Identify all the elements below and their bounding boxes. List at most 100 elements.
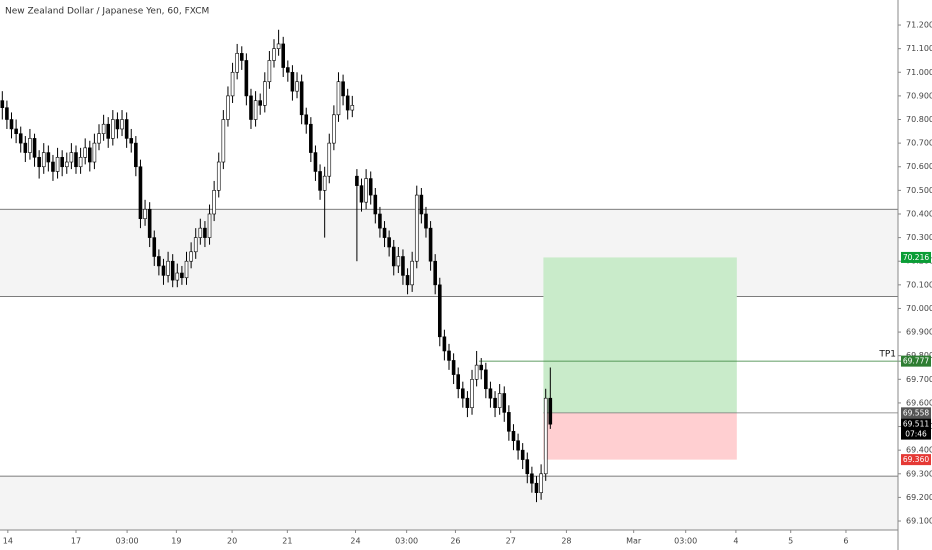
candle-body	[157, 256, 161, 267]
candle-body	[387, 237, 391, 248]
candle-body	[345, 95, 350, 111]
candle-body	[396, 256, 401, 267]
y-tick-label: 69.300	[906, 469, 932, 478]
candle-body	[249, 95, 253, 120]
candle-body	[134, 142, 138, 168]
candle-body	[479, 364, 484, 371]
y-tick-label: 69.600	[906, 398, 932, 407]
candle-body	[267, 60, 272, 83]
y-tick-label: 70.400	[906, 209, 932, 218]
x-tick-label: Mar	[626, 537, 642, 546]
x-tick-label: 17	[71, 537, 81, 546]
candle-body	[461, 388, 465, 399]
chart-title: New Zealand Dollar / Japanese Yen, 60, F…	[5, 7, 209, 17]
candle-body	[525, 459, 530, 475]
y-tick-label: 71.000	[906, 68, 932, 77]
candle-body	[516, 440, 520, 451]
y-tick-label: 70.000	[906, 304, 932, 313]
x-tick-label: 26	[450, 537, 460, 546]
candle-body	[507, 412, 511, 432]
x-tick-label: 5	[788, 537, 793, 546]
candle-body	[97, 133, 101, 144]
candle-body	[290, 71, 295, 92]
price-label-box	[901, 355, 931, 367]
candle-body	[253, 100, 258, 120]
candle-body	[152, 237, 157, 257]
y-tick-label: 70.700	[906, 139, 932, 148]
candle-body	[239, 53, 244, 61]
candle-body	[115, 119, 120, 130]
candle-body	[451, 360, 456, 375]
x-tick-label: 03:00	[674, 537, 697, 546]
candle-body	[14, 128, 18, 134]
candle-body	[106, 123, 111, 139]
candle-body	[336, 81, 341, 116]
x-tick-label: 28	[561, 537, 571, 546]
y-tick-label: 70.900	[906, 91, 932, 100]
candle-body	[92, 142, 97, 163]
candle-body	[313, 152, 318, 172]
candle-body	[203, 227, 207, 238]
candle-body	[180, 272, 184, 279]
candle-body	[244, 60, 249, 97]
x-tick-label: 24	[350, 537, 360, 546]
x-tick-label: 21	[282, 537, 292, 546]
price-label: 69.777	[903, 357, 929, 366]
candle-body	[124, 119, 129, 139]
candle-body	[64, 161, 69, 168]
candle-body	[484, 369, 488, 390]
price-label-box	[901, 454, 931, 466]
candle-body	[493, 397, 497, 408]
candle-body	[401, 256, 405, 276]
candle-body	[184, 260, 189, 279]
candle-body	[272, 48, 276, 61]
candle-body	[78, 156, 83, 168]
candle-body	[410, 260, 414, 286]
candle-body	[88, 147, 92, 163]
stop-zone	[543, 412, 737, 460]
candle-body	[465, 397, 470, 408]
candle-body	[5, 107, 9, 120]
y-tick-label: 69.100	[906, 517, 932, 526]
y-tick-label: 69.900	[906, 328, 932, 337]
x-tick-label: 03:00	[116, 537, 139, 546]
candle-body	[235, 53, 239, 73]
candle-body	[534, 482, 539, 493]
candle-body	[414, 194, 419, 262]
zone	[0, 209, 898, 297]
x-tick-label: 27	[506, 537, 516, 546]
price-label: 69.511	[903, 419, 929, 428]
candle-body	[216, 161, 221, 191]
candle-body	[543, 397, 548, 475]
candle-body	[37, 156, 41, 168]
candle-body	[51, 161, 55, 172]
candle-body	[368, 178, 373, 196]
price-label-box	[901, 251, 931, 263]
candle-body	[364, 178, 368, 203]
candle-body	[437, 284, 442, 338]
candle-body	[442, 336, 447, 352]
price-label: 69.360	[903, 455, 929, 464]
y-tick-label: 71.100	[906, 44, 932, 53]
candle-body	[226, 95, 230, 120]
candle-body	[428, 227, 433, 262]
candle-body	[530, 473, 534, 484]
candle-body	[46, 152, 51, 163]
candle-body	[230, 71, 235, 97]
x-tick-label: 03:00	[395, 537, 418, 546]
candle-body	[548, 397, 553, 425]
candle-body	[350, 105, 355, 111]
candle-body	[276, 43, 281, 49]
y-tick-label: 70.300	[906, 233, 932, 242]
zone	[0, 476, 898, 530]
candle-body	[32, 138, 37, 158]
candle-body	[355, 175, 359, 186]
x-tick-label: 19	[171, 537, 181, 546]
candle-body	[359, 185, 364, 203]
y-tick-label: 70.600	[906, 162, 932, 171]
candle-body	[23, 142, 28, 153]
candle-body	[9, 119, 14, 130]
candle-body	[18, 133, 23, 144]
candle-body	[424, 213, 428, 229]
